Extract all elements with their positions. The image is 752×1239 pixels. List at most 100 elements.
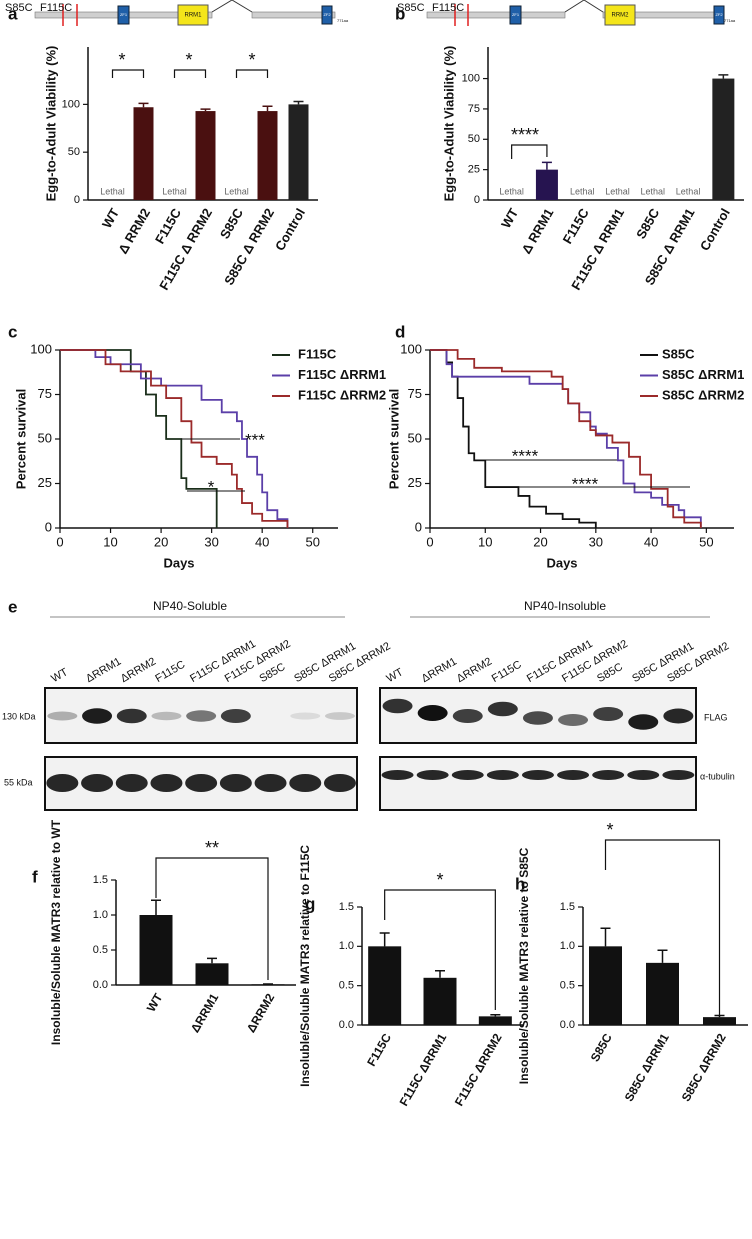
flag-band [558,714,589,726]
bar-label: Lethal [570,186,595,196]
error-bar [207,957,217,964]
flag-band [452,709,483,723]
mutation-label: S85C [5,2,33,14]
tubulin-band [185,774,218,792]
significance-label: * [606,820,613,840]
y-tick-label: 1.0 [339,940,354,952]
mutation-label: F115C [432,2,464,14]
error-bar [541,161,552,170]
y-tick-label: 0.0 [93,979,108,991]
y-tick-label: 50 [408,430,422,445]
panel-letter: b [395,4,405,23]
y-tick-label: 50 [468,133,480,145]
flag-band [116,708,147,724]
significance-label: * [436,870,443,890]
tubulin-band [521,770,554,780]
length-label: 771aa [337,18,349,23]
flag-band [663,708,694,724]
x-tick-label: 0 [426,534,433,549]
domain-label: ZF1 [512,12,520,17]
x-tick-label: 30 [589,534,603,549]
zf-domain [321,5,333,25]
y-tick-label: 100 [62,98,80,110]
significance-bracket [155,857,269,980]
flag-band [324,712,355,720]
error-bar [718,74,729,79]
y-axis-label: Percent survival [386,389,401,489]
y-tick-label: 0 [45,519,52,534]
y-tick-label: 100 [462,72,480,84]
survival-curve [60,349,289,528]
rrm-domain [177,4,209,26]
bar [133,107,154,200]
deletion [211,0,253,13]
y-axis-label: Insoluble/Soluble MATR3 relative to F115… [298,845,312,1087]
bar-label: Lethal [224,186,249,196]
y-tick-label: 0.5 [93,944,108,956]
x-tick-label: 20 [154,534,168,549]
tubulin-band [627,770,660,780]
bar [712,78,735,200]
x-tick-label: 40 [644,534,658,549]
error-bar [657,949,668,963]
x-tick-label: 0 [56,534,63,549]
length-label: 771aa [724,18,736,23]
bar [195,111,216,200]
y-tick-label: 75 [468,103,480,115]
flag-band [47,711,78,721]
bar-label: Lethal [100,186,125,196]
blot-box [379,756,697,811]
significance-label: **** [572,474,599,493]
tubulin-band [46,774,79,792]
domain-label: RRM2 [611,13,629,19]
significance-bracket [173,69,207,78]
legend-label: S85C [662,346,695,361]
panel-letter: e [8,597,17,616]
y-axis-label: Insoluble/Soluble MATR3 relative to S85C [517,847,531,1084]
significance-label: * [208,477,215,496]
zf-domain [509,5,522,25]
y-tick-label: 50 [68,146,80,158]
panel-letter: g [305,894,315,913]
x-axis-label: Days [163,555,194,570]
tubulin-band [557,770,590,780]
y-tick-label: 1.0 [560,940,575,952]
error-bar [714,1014,725,1018]
flag-band [628,714,659,730]
y-axis-label: Percent survival [13,389,28,489]
tubulin-band [323,774,356,792]
x-tick-label: 30 [204,534,218,549]
y-tick-label: 0 [415,519,422,534]
x-tick-label: 50 [305,534,319,549]
y-tick-label: 0 [474,194,480,206]
flag-band [417,705,448,721]
bar [535,169,558,200]
significance-label: *** [245,430,265,449]
flag-band [593,707,624,721]
survival-curve [430,349,702,528]
error-bar [435,969,445,978]
tubulin-band [115,774,148,792]
flag-band [290,712,321,720]
y-tick-label: 100 [400,341,422,356]
bar [589,946,622,1025]
y-tick-label: 100 [30,341,52,356]
domain-label: ZF2 [715,12,723,17]
x-tick-label: 50 [699,534,713,549]
flag-band [382,698,413,714]
significance-label: * [118,50,125,70]
error-bar [490,1014,501,1017]
tubulin-band [381,770,414,780]
tubulin-band [254,774,287,792]
tubulin-band [416,770,449,780]
significance-label: ** [205,838,219,858]
mutation-label: F115C [40,2,72,14]
bar [703,1017,736,1025]
zf-domain [713,5,725,25]
x-tick-label: 10 [478,534,492,549]
antibody-label: FLAG [704,712,728,722]
error-bar [600,927,611,947]
